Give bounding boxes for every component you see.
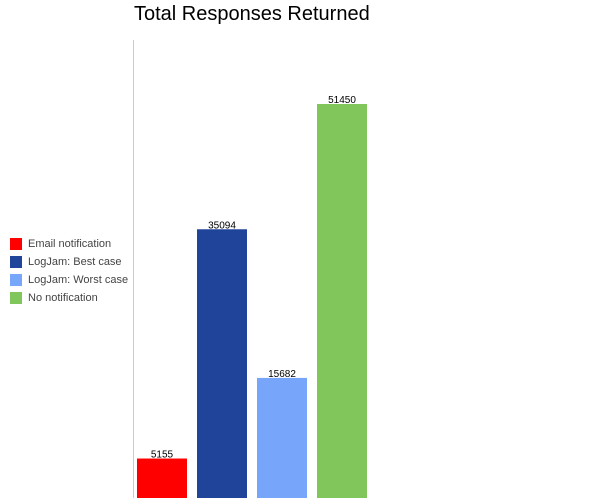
bar-value-label-logjam-best-case: 35094: [208, 220, 236, 231]
legend-item-logjam-best-case: LogJam: Best case: [10, 253, 128, 271]
bar-logjam-worst-case: [257, 377, 307, 498]
legend-label-logjam-worst-case: LogJam: Worst case: [28, 274, 129, 286]
legend-swatch-no-notification: [10, 292, 22, 304]
legend-label-logjam-best-case: LogJam: Best case: [28, 256, 122, 268]
bar-value-label-email-notification: 5155: [151, 450, 174, 461]
bars-group: 5155 35094 15682 51450: [137, 95, 367, 499]
bar-value-label-logjam-worst-case: 15682: [268, 369, 296, 380]
bar-value-label-no-notification: 51450: [328, 95, 356, 106]
bar-email-notification: [137, 458, 187, 498]
legend-item-email-notification: Email notification: [10, 235, 128, 253]
legend-swatch-email-notification: [10, 238, 22, 250]
legend-item-no-notification: No notification: [10, 289, 128, 307]
chart-title: Total Responses Returned: [134, 3, 370, 25]
legend-label-no-notification: No notification: [28, 292, 98, 304]
legend-label-email-notification: Email notification: [28, 238, 112, 250]
legend-swatch-logjam-worst-case: [10, 274, 22, 286]
legend-swatch-logjam-best-case: [10, 256, 22, 268]
bar-no-notification: [317, 104, 367, 498]
bar-logjam-best-case: [197, 229, 247, 499]
legend-item-logjam-worst-case: LogJam: Worst case: [10, 271, 128, 289]
legend: Email notification LogJam: Best case Log…: [10, 235, 128, 307]
